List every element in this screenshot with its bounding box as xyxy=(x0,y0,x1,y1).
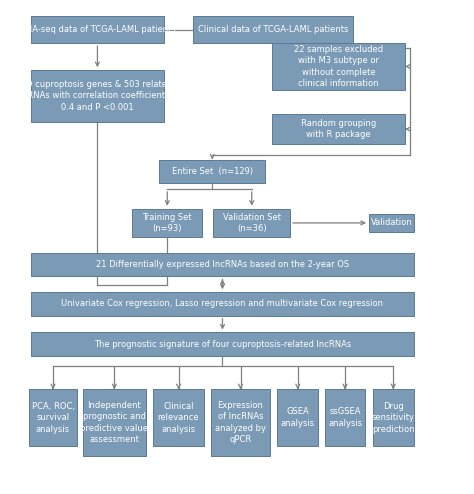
FancyBboxPatch shape xyxy=(193,16,353,43)
Text: 22 samples excluded
with M3 subtype or
without complete
clinical information: 22 samples excluded with M3 subtype or w… xyxy=(294,45,383,88)
Text: Entire Set  (n=129): Entire Set (n=129) xyxy=(172,167,253,176)
Text: Clinical
relevance
analysis: Clinical relevance analysis xyxy=(158,402,200,434)
Text: Univariate Cox regression, Lasso regression and multivariate Cox regression: Univariate Cox regression, Lasso regress… xyxy=(62,299,383,308)
Text: Drug
sensitivity
prediction: Drug sensitivity prediction xyxy=(372,402,415,434)
Text: PCA, ROC,
survival
analysis: PCA, ROC, survival analysis xyxy=(31,402,74,434)
FancyBboxPatch shape xyxy=(213,208,290,237)
FancyBboxPatch shape xyxy=(153,389,204,446)
Text: 19 cuproptosis genes & 503 related
lncRNAs with correlation coefficients >
0.4 a: 19 cuproptosis genes & 503 related lncRN… xyxy=(15,80,180,112)
Text: Expression
of lncRNAs
analyzed by
qPCR: Expression of lncRNAs analyzed by qPCR xyxy=(215,401,266,444)
FancyBboxPatch shape xyxy=(272,115,405,144)
Text: Independent
prognostic and
predictive value
assessment: Independent prognostic and predictive va… xyxy=(80,401,148,444)
FancyBboxPatch shape xyxy=(31,253,414,277)
Text: The prognostic signature of four cuproptosis-related lncRNAs: The prognostic signature of four cupropt… xyxy=(94,340,351,349)
FancyBboxPatch shape xyxy=(83,389,146,456)
Text: RNA-seq data of TCGA-LAML patients: RNA-seq data of TCGA-LAML patients xyxy=(19,25,175,34)
Text: ssGSEA
analysis: ssGSEA analysis xyxy=(328,408,362,428)
FancyBboxPatch shape xyxy=(272,43,405,90)
FancyBboxPatch shape xyxy=(277,389,318,446)
FancyBboxPatch shape xyxy=(325,389,365,446)
FancyBboxPatch shape xyxy=(31,292,414,316)
Text: 21 Differentially expressed lncRNAs based on the 2-year OS: 21 Differentially expressed lncRNAs base… xyxy=(96,260,349,269)
Text: Validation Set
(n=36): Validation Set (n=36) xyxy=(223,213,281,233)
FancyBboxPatch shape xyxy=(29,389,77,446)
FancyBboxPatch shape xyxy=(211,389,270,456)
Text: Random grouping
with R package: Random grouping with R package xyxy=(301,119,376,139)
Text: Training Set
(n=93): Training Set (n=93) xyxy=(143,213,192,233)
FancyBboxPatch shape xyxy=(159,160,265,183)
FancyBboxPatch shape xyxy=(31,332,414,356)
FancyBboxPatch shape xyxy=(31,16,164,43)
FancyBboxPatch shape xyxy=(373,389,414,446)
FancyBboxPatch shape xyxy=(31,70,164,122)
Text: GSEA
analysis: GSEA analysis xyxy=(281,408,315,428)
Text: Clinical data of TCGA-LAML patients: Clinical data of TCGA-LAML patients xyxy=(198,25,348,34)
FancyBboxPatch shape xyxy=(369,213,414,232)
FancyBboxPatch shape xyxy=(132,208,202,237)
Text: Validation: Validation xyxy=(371,218,412,227)
